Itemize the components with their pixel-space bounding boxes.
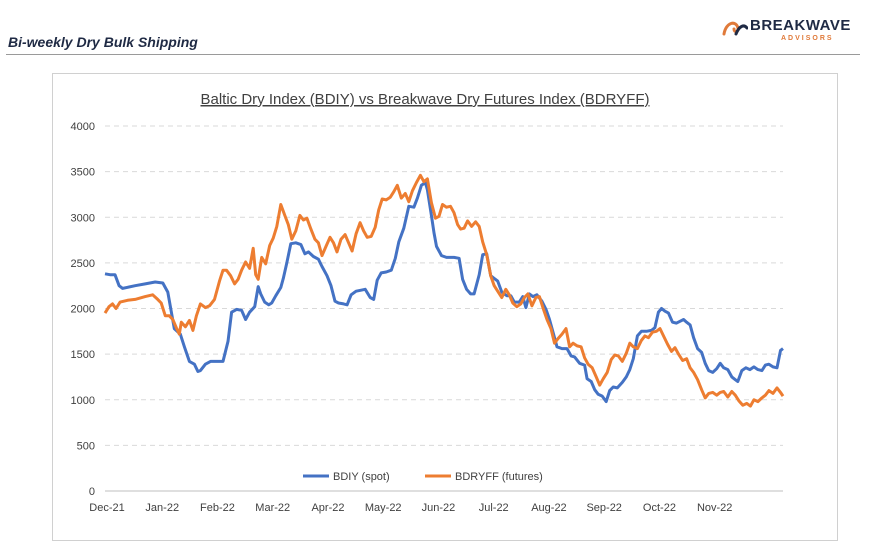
y-tick-label: 2000 [71, 304, 95, 316]
x-tick-label: Oct-22 [643, 502, 676, 514]
y-tick-label: 3000 [71, 212, 95, 224]
chart-title: Baltic Dry Index (BDIY) vs Breakwave Dry… [200, 91, 649, 108]
line-chart: 0 500 1000 1500 2000 2500 3000 3500 4000 Dec-21 J… [71, 91, 785, 514]
y-tick-label: 4000 [71, 121, 95, 133]
series-line-bdryff [103, 173, 785, 408]
x-tick-label: Feb-22 [200, 502, 235, 514]
x-tick-label: Jul-22 [479, 502, 509, 514]
x-tick-label: Sep-22 [586, 502, 621, 514]
legend-label: BDRYFF (futures) [455, 471, 543, 483]
wave-logo-icon [722, 21, 748, 36]
x-tick-label: Aug-22 [531, 502, 566, 514]
x-tick-label: Jun-22 [422, 502, 456, 514]
y-axis-ticks: 0 500 1000 1500 2000 2500 3000 3500 4000 [71, 121, 95, 498]
x-tick-label: Dec-21 [89, 502, 124, 514]
y-tick-label: 3500 [71, 167, 95, 179]
series-lines [103, 173, 785, 408]
x-tick-label: Nov-22 [697, 502, 732, 514]
legend: BDIY (spot) BDRYFF (futures) [303, 471, 543, 483]
series-line-bdiy [104, 181, 784, 404]
y-tick-label: 1500 [71, 349, 95, 361]
logo-wordmark: BREAKWAVE [750, 17, 851, 34]
x-axis-ticks: Dec-21 Jan-22 Feb-22 Mar-22 Apr-22 May-22 Jun-… [89, 502, 732, 514]
x-tick-label: May-22 [365, 502, 402, 514]
x-tick-label: Mar-22 [255, 502, 290, 514]
x-tick-label: Apr-22 [311, 502, 344, 514]
breakwave-logo: BREAKWAVE ADVISORS [722, 16, 862, 46]
y-tick-label: 2500 [71, 258, 95, 270]
y-tick-label: 0 [89, 486, 95, 498]
y-tick-label: 1000 [71, 395, 95, 407]
report-title: Bi-weekly Dry Bulk Shipping [8, 34, 198, 50]
chart-container: 0 500 1000 1500 2000 2500 3000 3500 4000 Dec-21 J… [52, 73, 838, 541]
legend-label: BDIY (spot) [333, 471, 390, 483]
gridlines [105, 125, 783, 492]
x-tick-label: Jan-22 [145, 502, 179, 514]
header-divider [6, 54, 860, 55]
logo-subtitle: ADVISORS [781, 35, 834, 42]
y-tick-label: 500 [77, 440, 95, 452]
